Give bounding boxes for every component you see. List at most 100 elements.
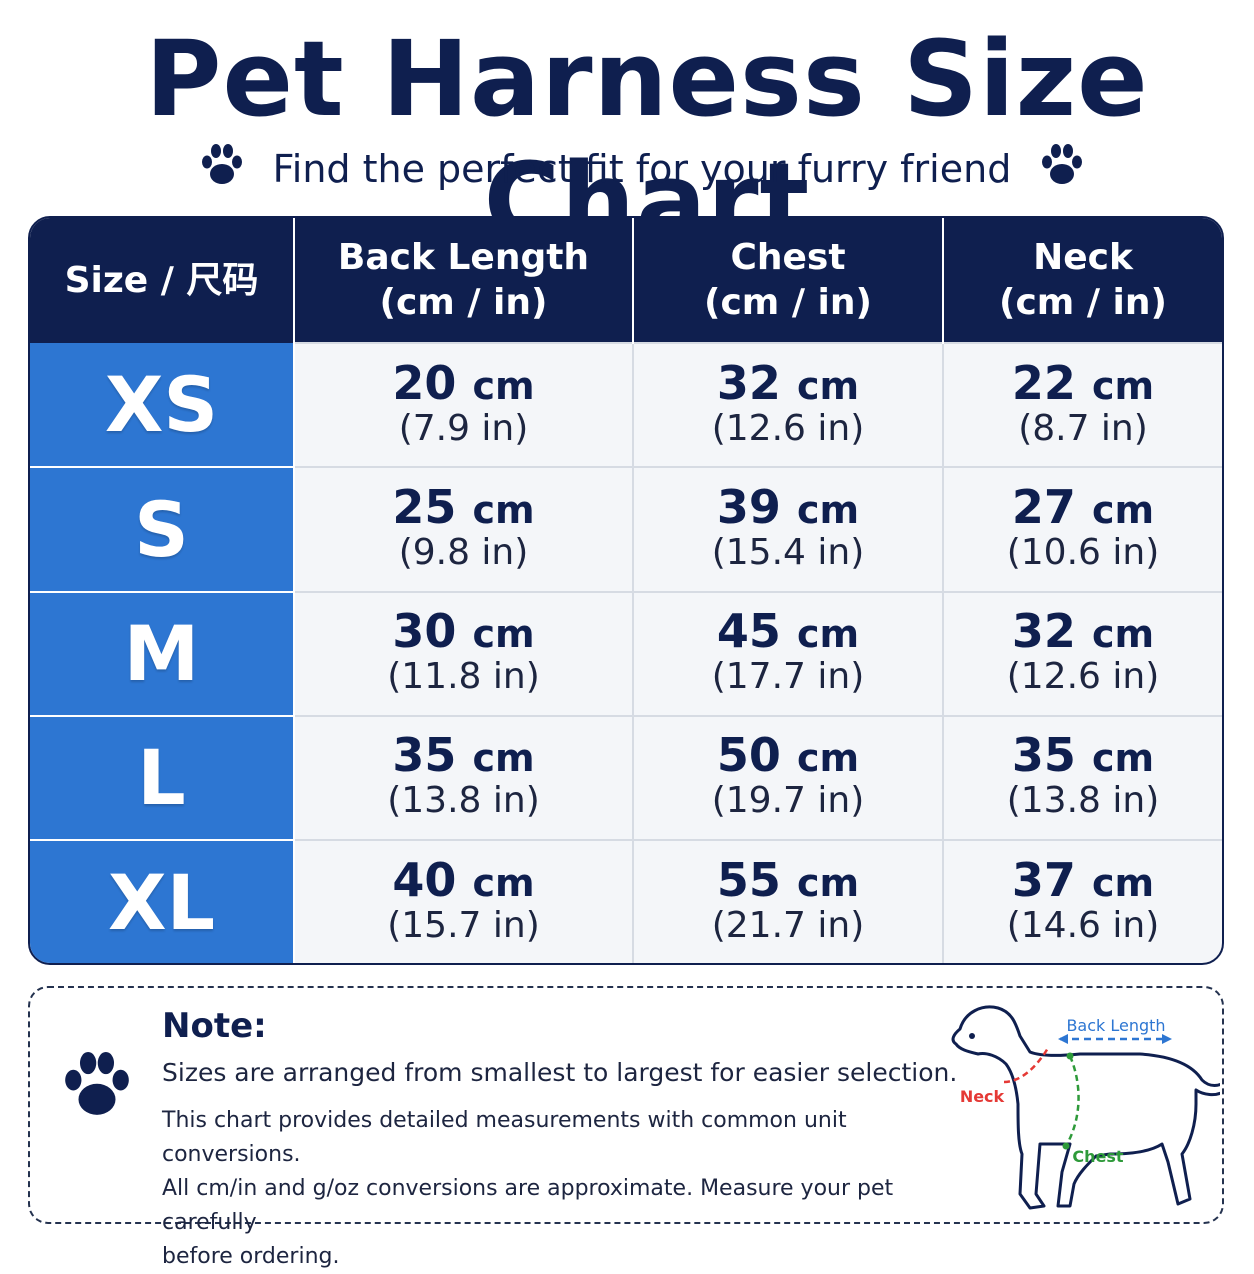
note-line: This chart provides detailed measurement… (162, 1108, 847, 1167)
cm-number: 45 (716, 604, 781, 659)
cm-unit: cm (1091, 860, 1155, 905)
table-row: XL 40 cm (15.7 in) 55 cm (21.7 in) 37 cm (14.6… (30, 839, 1222, 963)
size-label: XS (30, 343, 295, 468)
chest-cell: 50 cm (19.7 in) (633, 714, 944, 841)
cm-unit: cm (472, 612, 535, 657)
cm-value: 50 cm (634, 732, 942, 778)
neck-cell: 35 cm (13.8 in) (943, 714, 1222, 841)
cm-value: 32 cm (634, 360, 942, 406)
cm-number: 40 (392, 852, 457, 907)
back-length-cell: 35 cm (13.8 in) (294, 714, 634, 841)
cm-value: 25 cm (295, 484, 632, 530)
inch-value: (15.7 in) (387, 904, 540, 946)
inch-value: (15.4 in) (711, 531, 865, 573)
cm-value: 20 cm (295, 360, 632, 406)
paw-icon (197, 142, 247, 197)
chest-cell: 55 cm (21.7 in) (633, 839, 944, 963)
cm-value: 45 cm (634, 608, 942, 654)
inch-value: (11.8 in) (387, 656, 540, 698)
cm-number: 50 (716, 728, 781, 783)
back-length-label: Back Length (1066, 1016, 1165, 1035)
note-line: before ordering. (162, 1244, 340, 1269)
subtitle-row: Find the perfect fit for your furry frie… (0, 142, 1254, 196)
chest-label: Chest (1072, 1147, 1124, 1166)
cm-unit: cm (472, 736, 535, 781)
column-header-back-length: Back Length (cm / in) (294, 218, 634, 343)
paw-icon (60, 1050, 134, 1126)
cm-number: 30 (392, 604, 457, 659)
inch-value: (9.8 in) (398, 531, 529, 573)
cm-unit: cm (472, 363, 535, 408)
page-title: Pet Harness Size Chart (145, 18, 1149, 262)
cm-unit: cm (1091, 487, 1155, 532)
dog-outline (951, 1005, 1220, 1210)
inch-value: (13.8 in) (387, 780, 540, 822)
back-length-cell: 30 cm (11.8 in) (294, 590, 634, 716)
chest-cell: 45 cm (17.7 in) (633, 590, 944, 716)
inch-value: (17.7 in) (711, 656, 865, 698)
cm-value: 35 cm (944, 732, 1222, 778)
inch-value: (8.7 in) (1018, 407, 1148, 449)
size-label: M (30, 590, 295, 716)
paw-icon (1037, 142, 1087, 197)
table-row: L 35 cm (13.8 in) 50 cm (19.7 in) 35 cm (13.8 … (30, 714, 1222, 841)
cm-number: 22 (1011, 355, 1076, 410)
table-row: XS 20 cm (7.9 in) 32 cm (12.6 in) 22 cm (8.7 i… (30, 341, 1222, 468)
neck-cell: 37 cm (14.6 in) (943, 839, 1222, 963)
cm-value: 30 cm (295, 608, 632, 654)
cm-number: 37 (1011, 852, 1076, 907)
cm-unit: cm (796, 363, 860, 408)
inch-value: (13.8 in) (1006, 780, 1160, 822)
note-box: Note: Sizes are arranged from smallest t… (28, 986, 1224, 1269)
chest-cell: 32 cm (12.6 in) (633, 341, 944, 468)
cm-unit: cm (472, 860, 535, 905)
cm-value: 39 cm (634, 484, 942, 530)
neck-cell: 22 cm (8.7 in) (943, 341, 1222, 468)
size-label: L (30, 714, 295, 841)
inch-value: (12.6 in) (1006, 656, 1160, 698)
cm-unit: cm (1091, 612, 1155, 657)
column-header-size: Size / 尺码 (30, 218, 295, 343)
inch-value: (12.6 in) (711, 407, 865, 449)
back-length-cell: 20 cm (7.9 in) (294, 341, 634, 468)
inch-value: (19.7 in) (711, 780, 865, 822)
neck-cell: 27 cm (10.6 in) (943, 466, 1222, 592)
cm-unit: cm (1091, 736, 1155, 781)
cm-number: 55 (716, 852, 781, 907)
inch-value: (21.7 in) (711, 904, 865, 946)
cm-value: 35 cm (295, 732, 632, 778)
column-header-neck: Neck (cm / in) (943, 218, 1222, 343)
note-title: Note: (162, 1006, 267, 1046)
cm-unit: cm (796, 487, 860, 532)
size-table: Size / 尺码 Back Length (cm / in) Chest (cm … (28, 216, 1224, 965)
cm-value: 40 cm (295, 857, 632, 903)
cm-unit: cm (796, 612, 860, 657)
subtitle-text: Find the perfect fit for your furry frie… (272, 147, 1012, 191)
inch-value: (10.6 in) (1006, 531, 1160, 573)
note-details: This chart provides detailed measurement… (162, 1104, 922, 1274)
cm-value: 55 cm (634, 857, 942, 903)
back-length-cell: 25 cm (9.8 in) (294, 466, 634, 592)
cm-value: 22 cm (944, 360, 1222, 406)
cm-number: 35 (392, 728, 457, 783)
cm-unit: cm (472, 487, 535, 532)
cm-unit: cm (796, 736, 860, 781)
cm-number: 20 (392, 355, 457, 410)
cm-number: 32 (1011, 604, 1076, 659)
neck-cell: 32 cm (12.6 in) (943, 590, 1222, 716)
dog-diagram-icon: Back Length Neck Chest (951, 1005, 1220, 1210)
neck-label: Neck (960, 1087, 1005, 1106)
cm-number: 27 (1011, 479, 1076, 534)
table-header-row: Size / 尺码 Back Length (cm / in) Chest (cm … (30, 218, 1222, 343)
back-length-cell: 40 cm (15.7 in) (294, 839, 634, 963)
cm-number: 25 (392, 479, 457, 534)
inch-value: (14.6 in) (1006, 904, 1160, 946)
cm-value: 32 cm (944, 608, 1222, 654)
cm-unit: cm (1091, 363, 1155, 408)
note-text: Sizes are arranged from smallest to larg… (162, 1058, 958, 1087)
cm-number: 32 (716, 355, 781, 410)
size-label: S (30, 466, 295, 592)
column-header-chest: Chest (cm / in) (633, 218, 944, 343)
cm-unit: cm (796, 860, 860, 905)
cm-number: 39 (716, 479, 781, 534)
